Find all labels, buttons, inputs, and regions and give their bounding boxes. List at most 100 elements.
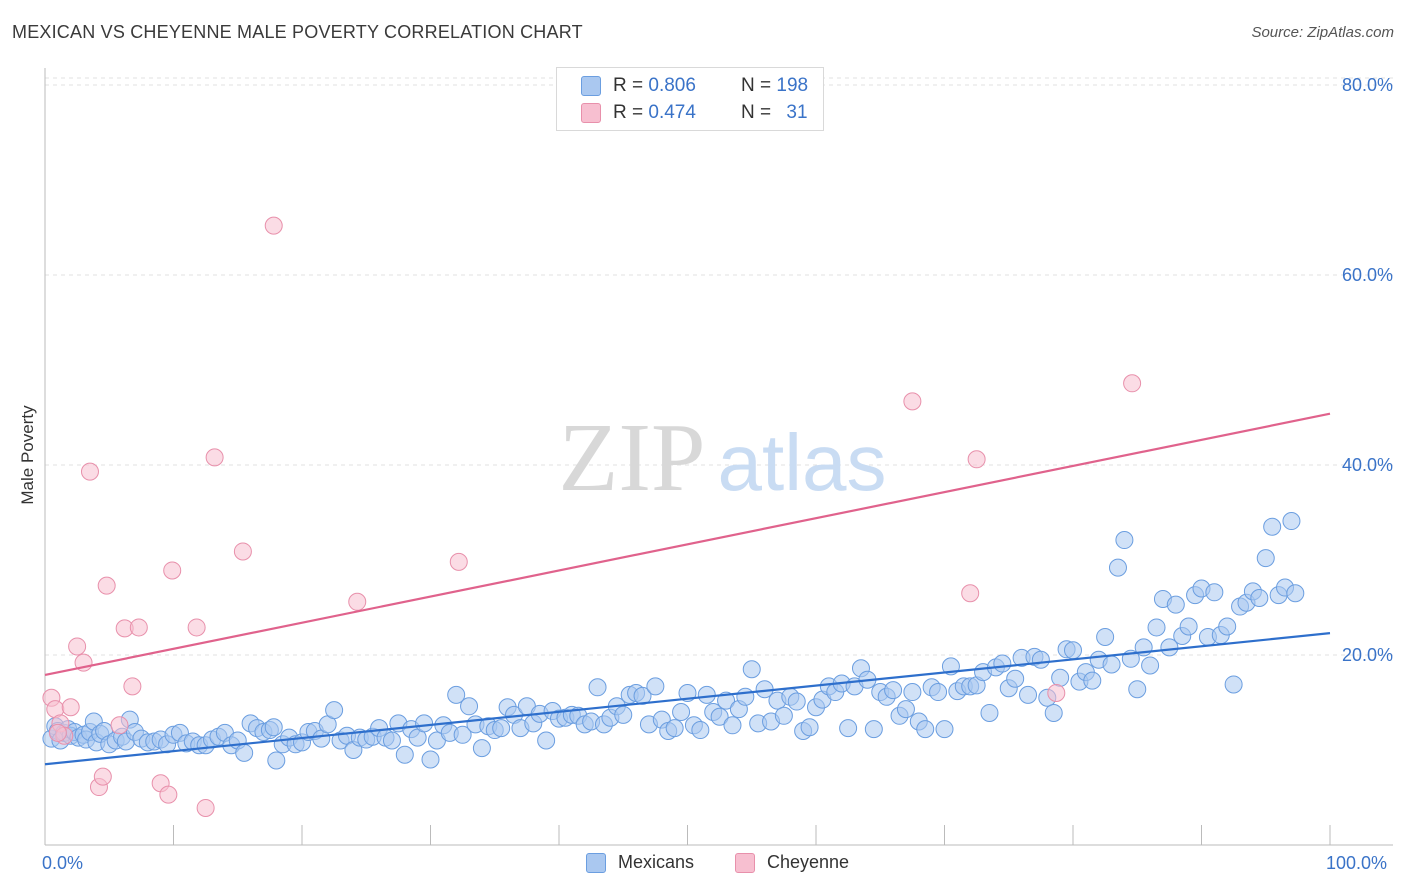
data-point-mexicans [460, 697, 479, 716]
data-point-mexicans [1044, 703, 1063, 722]
data-point-mexicans [235, 743, 254, 762]
data-point-mexicans [736, 687, 755, 706]
data-point-mexicans [614, 705, 633, 724]
data-point-mexicans [787, 692, 806, 711]
data-point-cheyenne [196, 798, 215, 817]
data-point-mexicans [896, 700, 915, 719]
data-point-mexicans [453, 725, 472, 744]
data-point-mexicans [723, 716, 742, 735]
data-point-mexicans [884, 681, 903, 700]
legend-row-cheyenne: R = 0.474 N = 31 [581, 101, 821, 125]
source-credit: Source: ZipAtlas.com [1251, 24, 1394, 41]
data-point-cheyenne [163, 561, 182, 580]
data-point-mexicans [717, 691, 736, 710]
data-point-cheyenne [961, 584, 980, 603]
data-point-cheyenne [129, 618, 148, 637]
data-point-mexicans [1051, 668, 1070, 687]
data-point-mexicans [415, 714, 434, 733]
legend-n-value-mexicans: 198 [776, 75, 809, 96]
series-mexicans [42, 512, 1305, 770]
data-point-cheyenne [1047, 684, 1066, 702]
data-point-cheyenne [187, 618, 206, 637]
chart-title: MEXICAN VS CHEYENNE MALE POVERTY CORRELA… [12, 22, 583, 42]
data-point-mexicans [1256, 549, 1275, 568]
data-point-mexicans [1128, 680, 1147, 699]
legend-n-label: N = [741, 102, 772, 123]
data-point-mexicans [1141, 656, 1160, 675]
data-point-mexicans [697, 685, 716, 704]
data-point-mexicans [691, 721, 710, 740]
data-point-mexicans [395, 745, 414, 764]
data-point-cheyenne [233, 542, 252, 561]
data-point-mexicans [916, 720, 935, 739]
legend-n-label: N = [741, 75, 772, 96]
data-point-mexicans [1218, 617, 1237, 636]
data-point-mexicans [1115, 531, 1134, 550]
watermark: ZIP atlas [559, 404, 887, 512]
legend-r-label: R = [613, 75, 644, 96]
y-tick-labels: 20.0% 40.0% 60.0% 80.0% [1342, 75, 1393, 665]
data-point-cheyenne [68, 637, 87, 656]
data-point-cheyenne [967, 450, 986, 469]
data-point-cheyenne [449, 552, 468, 571]
data-point-mexicans [588, 678, 607, 697]
data-point-mexicans [421, 750, 440, 769]
data-point-mexicans [864, 720, 883, 739]
data-point-mexicans [839, 719, 858, 738]
data-point-cheyenne [205, 448, 224, 467]
data-point-cheyenne [903, 392, 922, 411]
data-point-mexicans [472, 739, 491, 758]
grid-lines [45, 77, 1393, 656]
data-point-mexicans [267, 751, 286, 770]
data-point-mexicans [929, 683, 948, 702]
data-point-mexicans [903, 683, 922, 702]
y-tick-label: 80.0% [1342, 75, 1393, 95]
data-point-mexicans [1282, 512, 1301, 531]
data-point-mexicans [1102, 655, 1121, 674]
data-point-cheyenne [61, 698, 80, 717]
legend-r-label: R = [613, 102, 644, 123]
data-point-cheyenne [80, 462, 99, 481]
data-point-cheyenne [348, 592, 367, 611]
data-point-mexicans [1179, 617, 1198, 636]
data-point-mexicans [382, 731, 401, 750]
series-legend: Mexicans Cheyenne [0, 852, 1406, 876]
data-point-mexicans [672, 703, 691, 721]
data-point-mexicans [1031, 650, 1050, 669]
data-point-mexicans [537, 731, 556, 750]
data-point-mexicans [665, 719, 684, 738]
series-cheyenne [42, 216, 1142, 817]
trend-line-cheyenne [44, 412, 1331, 677]
x-tick-label-min: 0.0% [42, 853, 84, 873]
data-point-mexicans [1019, 685, 1038, 704]
data-point-mexicans [1205, 583, 1224, 602]
trend-line-mexicans [44, 632, 1331, 766]
data-point-mexicans [1006, 669, 1025, 688]
x-tick-label-max: 100.0% [1326, 853, 1388, 873]
data-point-mexicans [1147, 618, 1166, 637]
correlation-legend: R = 0.806 N = 198 R = 0.474 N = 31 [556, 67, 824, 131]
data-point-mexicans [1250, 589, 1269, 607]
watermark-atlas: atlas [718, 418, 887, 507]
data-point-mexicans [980, 703, 999, 722]
data-point-cheyenne [110, 716, 129, 735]
data-point-cheyenne [48, 723, 67, 742]
legend-item-cheyenne: Cheyenne [735, 852, 849, 873]
data-point-mexicans [742, 660, 761, 679]
data-point-mexicans [1263, 517, 1282, 536]
data-point-mexicans [264, 718, 283, 737]
data-point-mexicans [492, 719, 511, 738]
trend-lines [44, 412, 1331, 766]
legend-swatch-cheyenne [735, 852, 755, 873]
data-point-cheyenne [93, 767, 112, 786]
data-point-cheyenne [97, 576, 116, 595]
data-point-mexicans [1224, 675, 1243, 694]
data-point-mexicans [774, 706, 793, 725]
watermark-zip: ZIP [559, 404, 706, 512]
data-point-mexicans [800, 718, 819, 737]
y-tick-label: 20.0% [1342, 645, 1393, 665]
legend-n-value-cheyenne: 31 [786, 102, 808, 123]
data-point-mexicans [1286, 584, 1305, 603]
data-point-cheyenne [123, 677, 142, 696]
